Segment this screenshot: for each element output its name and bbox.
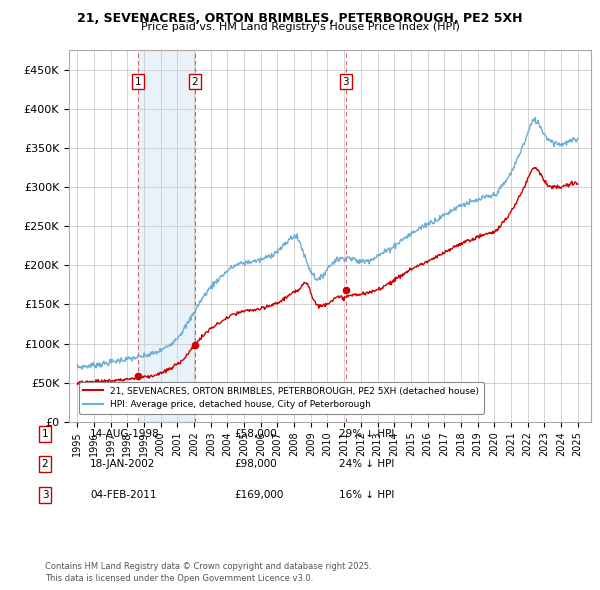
Text: 3: 3: [41, 490, 49, 500]
Text: 1: 1: [41, 429, 49, 438]
Text: 21, SEVENACRES, ORTON BRIMBLES, PETERBOROUGH, PE2 5XH: 21, SEVENACRES, ORTON BRIMBLES, PETERBOR…: [77, 12, 523, 25]
Text: 04-FEB-2011: 04-FEB-2011: [90, 490, 157, 500]
Legend: 21, SEVENACRES, ORTON BRIMBLES, PETERBOROUGH, PE2 5XH (detached house), HPI: Ave: 21, SEVENACRES, ORTON BRIMBLES, PETERBOR…: [79, 382, 484, 414]
Text: Contains HM Land Registry data © Crown copyright and database right 2025.
This d: Contains HM Land Registry data © Crown c…: [45, 562, 371, 583]
Text: 14-AUG-1998: 14-AUG-1998: [90, 429, 160, 438]
Text: 18-JAN-2002: 18-JAN-2002: [90, 460, 155, 469]
Text: 29% ↓ HPI: 29% ↓ HPI: [339, 429, 394, 438]
Text: 3: 3: [343, 77, 349, 87]
Text: 24% ↓ HPI: 24% ↓ HPI: [339, 460, 394, 469]
Text: 1: 1: [134, 77, 141, 87]
Bar: [137, 50, 195, 422]
Text: 2: 2: [41, 460, 49, 469]
Text: 16% ↓ HPI: 16% ↓ HPI: [339, 490, 394, 500]
Text: Price paid vs. HM Land Registry's House Price Index (HPI): Price paid vs. HM Land Registry's House …: [140, 22, 460, 32]
Text: 2: 2: [191, 77, 198, 87]
Text: £169,000: £169,000: [234, 490, 283, 500]
Text: £58,000: £58,000: [234, 429, 277, 438]
Text: £98,000: £98,000: [234, 460, 277, 469]
